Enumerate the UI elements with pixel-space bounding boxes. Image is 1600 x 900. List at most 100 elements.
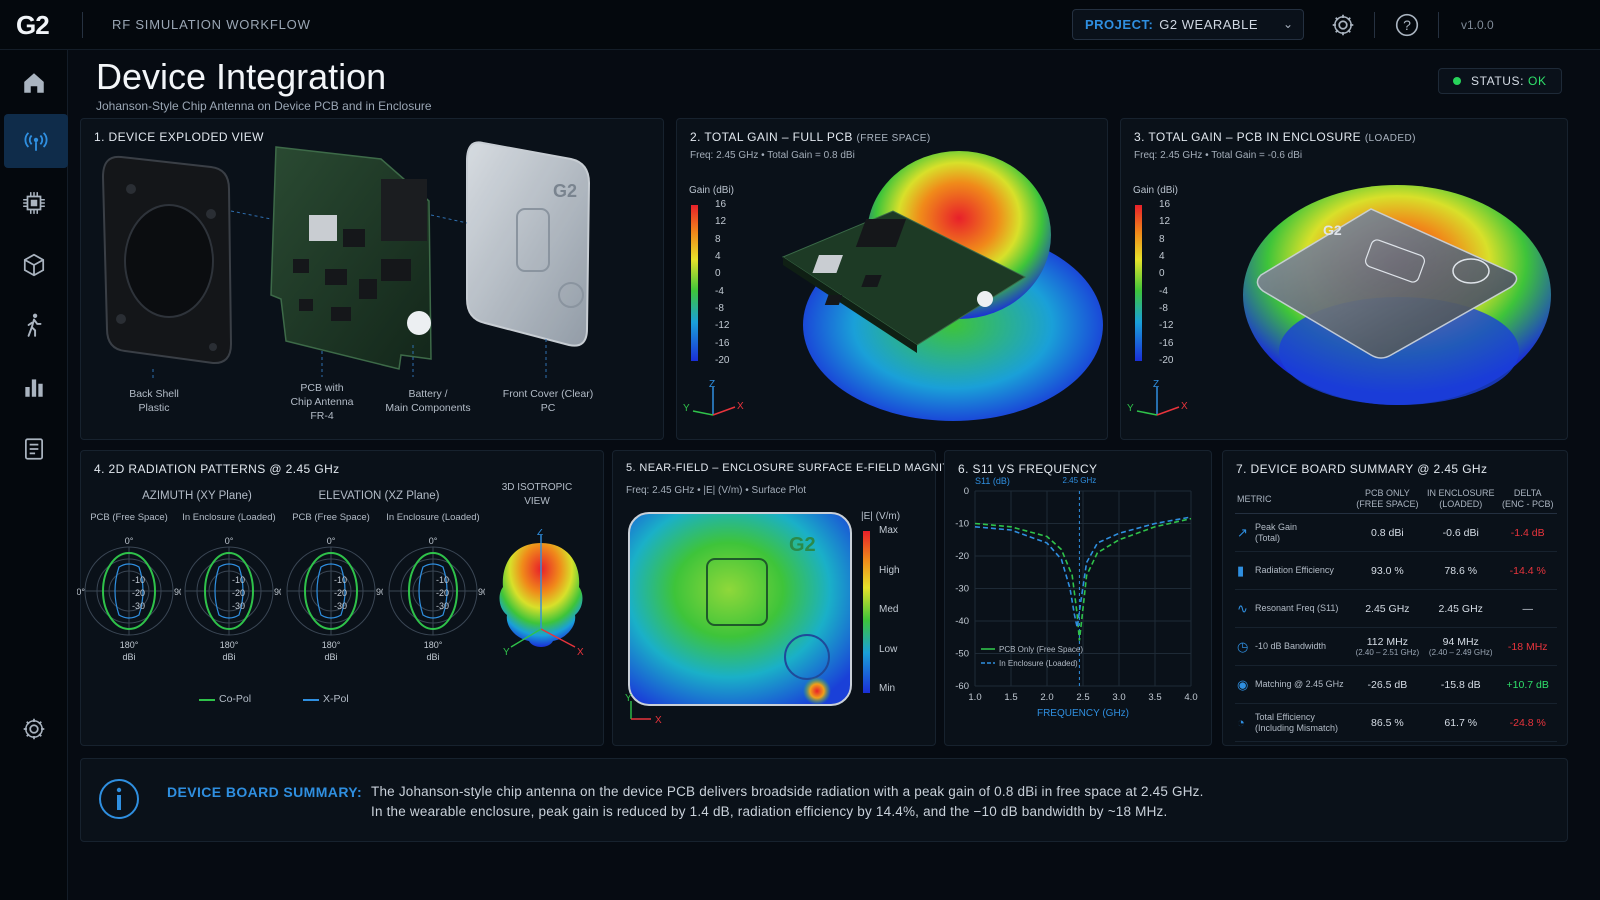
marker-label: 2.45 GHz [1063,476,1097,485]
xpol-trace [418,563,448,619]
colorbar-tick: -16 [715,337,730,349]
cell-pcb: 112 MHz (2.40 – 2.51 GHz) [1351,627,1424,666]
polar-plot[interactable]: -10 -20 -30 0° 180° dBi 90° 270° [77,525,181,675]
gain-pattern-3d-enclosure[interactable]: G2 [1221,155,1561,425]
ring-label: -30 [436,601,449,611]
colorbar-tick: -12 [1159,320,1174,332]
gear-icon[interactable] [1330,12,1356,38]
ring-label: -20 [436,588,449,598]
cell-metric: ∿ Resonant Freq (S11) [1235,589,1352,628]
sidebar-item-home[interactable] [0,56,68,110]
angle-right: 90° [274,587,281,597]
copol-trace [102,552,156,630]
trend-icon: ↗ [1237,525,1248,540]
version-label: v1.0.0 [1461,18,1494,32]
gain-pattern-3d[interactable] [763,145,1103,435]
panel-freq: Freq: 2.45 GHz • |E| (V/m) • Surface Plo… [626,485,807,496]
series-line-0 [974,517,1192,641]
iso-view-title: 3D ISOTROPIC VIEW [501,482,573,507]
cell-metric: ◔ Total Efficiency (Including Mismatch) [1235,703,1352,742]
page-subtitle: Johanson-Style Chip Antenna on Device PC… [96,99,432,113]
colorbar-tick: 4 [715,251,721,262]
x-axis-title: FREQUENCY (GHz) [1037,708,1129,719]
cover-logo: G2 [553,181,577,201]
y-axis-title: S11 (dB) [975,476,1010,486]
polar-plot[interactable]: -10 -20 -30 0° 180° dBi 90° [177,525,281,675]
page-title: Device Integration [96,56,387,97]
angle-bottom: 180° [220,640,239,650]
app-logo[interactable]: G2 [16,10,50,40]
angle-right: 90° [478,587,485,597]
y-tick-label: -30 [955,584,969,595]
label-front-cover: Front Cover (Clear) PC [502,388,594,414]
colorbar [1135,205,1142,361]
ring-label: -30 [232,601,245,611]
sidebar-item-chip[interactable] [0,176,68,230]
colorbar-tick: 8 [715,233,721,245]
document-icon [25,438,43,460]
enclosure-logo: G2 [1323,222,1342,238]
polar-subtitle: PCB (Free Space) [90,512,168,523]
sidebar-item-report[interactable] [0,422,68,476]
cell-delta: -24.8 % [1498,703,1557,742]
sidebar-item-settings[interactable] [0,702,68,756]
colorbar-tick: -16 [1159,337,1174,349]
panel-title: 2. TOTAL GAIN – FULL PCB (FREE SPACE) [690,130,931,144]
bar-chart-icon [25,379,43,397]
x-tick-label: 3.0 [1112,692,1125,703]
sidebar-item-antenna[interactable] [4,114,68,168]
iso-view-3d[interactable]: Z X Y [491,529,591,679]
colorbar [863,531,870,693]
status-badge: STATUS: OK [1438,68,1562,94]
workflow-title: RF SIMULATION WORKFLOW [112,17,311,32]
colorbar-tick: Max [879,525,898,536]
ring-label: -10 [436,575,449,585]
front-cover: G2 [466,141,591,347]
summary-table: METRIC PCB ONLY (FREE SPACE) IN ENCLOSURE (L… [1235,485,1557,742]
colorbar-title: Gain (dBi) [1133,185,1179,196]
cell-metric: ◷ -10 dB Bandwidth [1235,627,1352,666]
cell-delta: -18 MHz [1498,627,1557,666]
colorbar-tick: -12 [715,320,730,332]
x-tick-label: 1.0 [968,692,981,703]
legend-copol-swatch [199,699,215,701]
colorbar-tick: -20 [715,355,730,366]
sidebar-item-cube[interactable] [0,238,68,292]
axis-z-label: Z [1153,379,1159,390]
cell-delta: — [1498,589,1557,628]
polar-plot[interactable]: -10 -20 -30 0° 180° dBi 90° [279,525,383,675]
project-selector[interactable]: PROJECT: G2 WEARABLE ⌄ [1072,9,1304,40]
angle-right: 90° [174,587,181,597]
legend-label: In Enclosure (Loaded) [999,659,1078,668]
panel-gain-enclosure: 3. TOTAL GAIN – PCB IN ENCLOSURE (LOADED… [1120,118,1568,440]
exploded-view-illustration[interactable]: G2 [81,119,665,441]
xpol-trace [214,563,244,619]
sidebar [0,50,68,900]
cell-pcb: 2.45 GHz [1351,589,1424,628]
cell-delta: -14.4 % [1498,551,1557,590]
label-battery: Battery / Main Components [385,388,471,414]
sidebar-item-wearable[interactable] [0,298,68,352]
divider [1374,12,1375,38]
home-icon [24,73,44,93]
cell-enclosure: 2.45 GHz [1423,589,1499,628]
sidebar-item-results[interactable] [0,360,68,414]
x-tick-label: 4.0 [1184,692,1197,703]
project-label: PROJECT: [1085,17,1154,32]
axis-y-label: Y [625,693,632,704]
polar-plot[interactable]: -10 -20 -30 0° 180° dBi 90° [381,525,485,675]
cell-enclosure: -0.6 dBi [1423,513,1499,552]
ring-label: -10 [232,575,245,585]
x-tick-label: 3.5 [1148,692,1161,703]
divider [82,12,83,38]
colorbar-tick: 12 [715,216,727,228]
x-tick-label: 2.5 [1076,692,1089,703]
unit-label: dBi [222,652,235,662]
s11-chart[interactable]: S11 (dB) 0 -10 -20 -30 -40 -50 -601.0 1.5 2.0 2.5 3… [945,451,1213,747]
axis-z-label: Z [709,379,715,390]
e-field-surface-plot[interactable]: G2 Y X [621,505,857,737]
help-icon[interactable]: ? [1394,12,1420,38]
person-walking-icon [27,313,42,337]
axis-triad: Z X Y [1127,379,1188,416]
legend-copol: Co-Pol [219,693,252,705]
